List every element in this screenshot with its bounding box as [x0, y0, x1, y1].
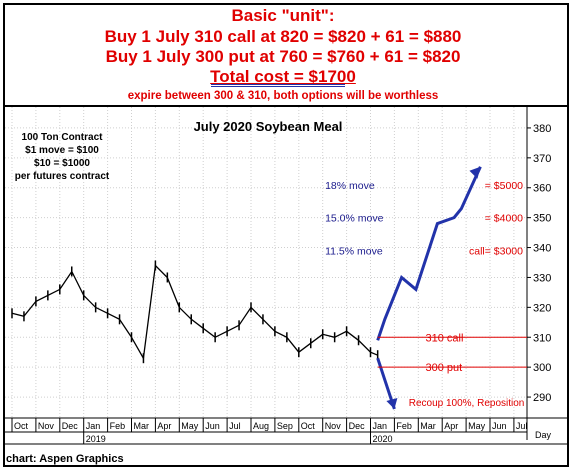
x-month-label: Feb	[396, 421, 412, 431]
x-year-label: 2019	[86, 434, 106, 444]
x-month-label: Oct	[301, 421, 316, 431]
contract-note-line: per futures contract	[15, 171, 110, 182]
move-annotation: 18% move	[325, 180, 375, 192]
header-panel: Basic "unit": Buy 1 July 310 call at 820…	[0, 0, 566, 104]
x-month-label: Nov	[325, 421, 342, 431]
x-month-label: Dec	[62, 421, 79, 431]
y-tick-label: 310	[533, 332, 551, 344]
x-year-label: 2020	[373, 434, 393, 444]
x-month-label: Mar	[420, 421, 436, 431]
y-tick-label: 290	[533, 392, 551, 404]
y-tick-label: 340	[533, 243, 551, 255]
x-month-label: Aug	[253, 421, 269, 431]
x-month-label: Feb	[110, 421, 126, 431]
y-tick-label: 330	[533, 272, 551, 284]
x-month-label: Nov	[38, 421, 55, 431]
chart-frame	[3, 3, 569, 467]
x-month-label: Sep	[277, 421, 293, 431]
x-month-label: Jan	[86, 421, 101, 431]
x-month-label: Jul	[516, 421, 528, 431]
header-put-line: Buy 1 July 300 put at 760 = $760 + 61 = …	[105, 47, 461, 66]
move-annotation: 15.0% move	[325, 213, 384, 225]
move-annotation: 11.5% move	[325, 246, 383, 258]
x-month-label: Jun	[205, 421, 220, 431]
header-total-cost: Total cost = $1700	[210, 67, 356, 86]
chart-title: July 2020 Soybean Meal	[194, 119, 343, 134]
x-month-label: Apr	[444, 421, 458, 431]
y-tick-label: 360	[533, 183, 551, 195]
x-month-label: Jan	[373, 421, 388, 431]
y-tick-label: 370	[533, 153, 551, 165]
contract-note-line: 100 Ton Contract	[22, 132, 104, 143]
x-month-label: Jun	[492, 421, 507, 431]
recoup-annotation: Recoup 100%, Reposition	[409, 398, 525, 409]
level-label: 300 put	[425, 362, 462, 374]
x-end-label: Day	[535, 430, 552, 440]
x-month-label: Apr	[157, 421, 171, 431]
payout-annotation: call= $3000	[469, 246, 523, 258]
header-basic-unit: Basic "unit":	[231, 6, 335, 25]
header-expire-note: expire between 300 & 310, both options w…	[127, 90, 439, 102]
total-cost-underline-2	[211, 86, 345, 87]
price-series-line	[11, 264, 378, 361]
contract-note-line: $10 = $1000	[34, 158, 90, 169]
payout-annotation: = $5000	[485, 180, 523, 192]
y-tick-label: 350	[533, 213, 551, 225]
projection-up-arrowhead	[469, 166, 481, 179]
x-month-label: Dec	[349, 421, 366, 431]
y-tick-label: 300	[533, 362, 551, 374]
x-month-label: May	[181, 421, 199, 431]
header-call-line: Buy 1 July 310 call at 820 = $820 + 61 =…	[104, 27, 462, 46]
payout-annotation: = $4000	[485, 213, 523, 225]
x-month-label: May	[468, 421, 486, 431]
chart-credit: chart: Aspen Graphics	[6, 453, 124, 465]
x-month-label: Jul	[229, 421, 241, 431]
header-divider	[3, 105, 569, 107]
projection-up-line	[376, 166, 482, 341]
level-label: 310 call	[425, 332, 463, 344]
y-tick-label: 320	[533, 302, 551, 314]
y-tick-label: 380	[533, 123, 551, 135]
x-month-label: Mar	[134, 421, 150, 431]
contract-note-line: $1 move = $100	[25, 145, 99, 156]
projection-down-arrowhead	[386, 398, 398, 410]
x-month-label: Oct	[14, 421, 29, 431]
total-cost-underline	[211, 84, 345, 85]
